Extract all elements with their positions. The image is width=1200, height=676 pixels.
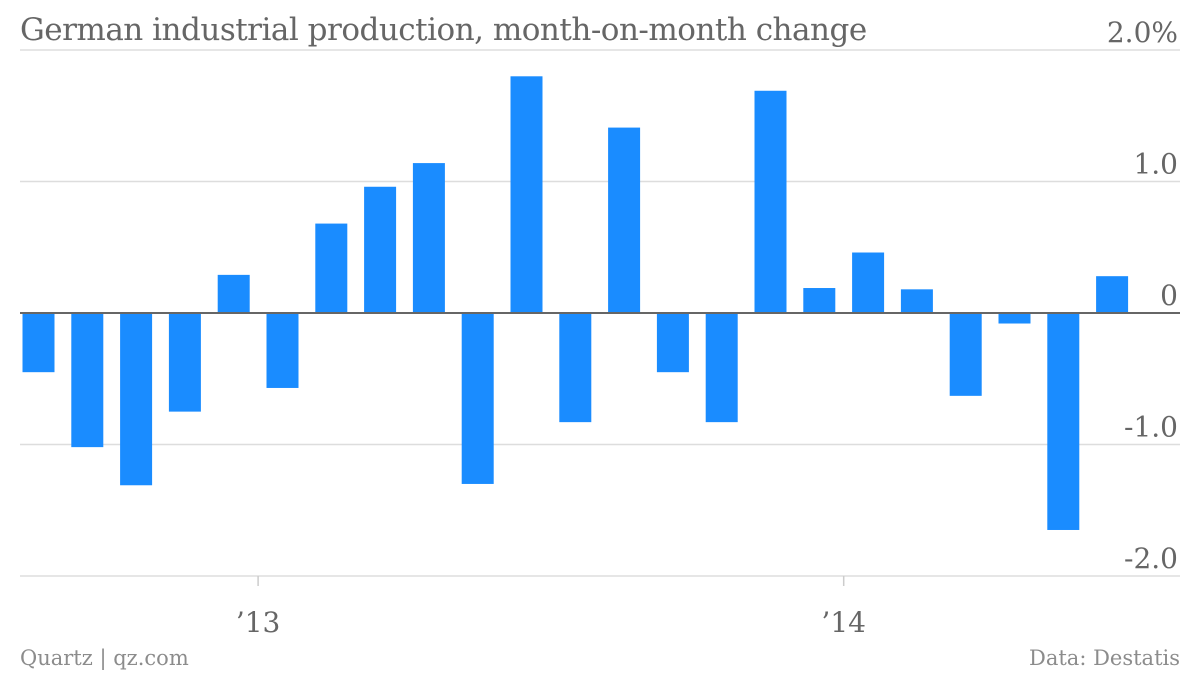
y-tick-label: 0 bbox=[1160, 279, 1178, 312]
bar bbox=[1047, 313, 1080, 530]
y-tick-label: -1.0 bbox=[1124, 411, 1178, 444]
bar bbox=[559, 313, 592, 423]
x-tick-label: ’13 bbox=[236, 606, 281, 639]
bar bbox=[461, 313, 494, 484]
y-tick-label: -2.0 bbox=[1124, 542, 1178, 575]
bar bbox=[22, 313, 55, 373]
bar bbox=[71, 313, 104, 448]
bar bbox=[754, 90, 787, 313]
bars bbox=[22, 76, 1129, 530]
bar bbox=[900, 289, 933, 313]
bar bbox=[315, 223, 348, 313]
x-axis-ticks: ’13 ’14 bbox=[236, 576, 866, 639]
bar bbox=[949, 313, 982, 396]
bar bbox=[852, 252, 885, 313]
bar bbox=[998, 313, 1031, 324]
footer-data-source: Data: Destatis bbox=[1029, 646, 1180, 670]
y-tick-label: 2.0% bbox=[1107, 16, 1178, 49]
bar bbox=[510, 76, 543, 313]
bar bbox=[705, 313, 738, 423]
bar bbox=[217, 274, 250, 313]
bar bbox=[364, 186, 397, 313]
footer-credit: Quartz | qz.com bbox=[20, 646, 189, 670]
x-tick-label: ’14 bbox=[821, 606, 866, 639]
bar bbox=[803, 288, 836, 313]
gridlines bbox=[20, 49, 1180, 577]
bar bbox=[1096, 276, 1129, 313]
bar bbox=[608, 127, 641, 314]
bar bbox=[412, 163, 445, 313]
y-tick-label: 1.0 bbox=[1133, 148, 1178, 181]
y-axis-ticks: 2.0% 1.0 0 -1.0 -2.0 bbox=[1107, 16, 1178, 575]
chart-title: German industrial production, month-on-m… bbox=[20, 12, 867, 48]
bar bbox=[168, 313, 201, 412]
bar bbox=[656, 313, 689, 373]
bar bbox=[120, 313, 153, 486]
bar bbox=[266, 313, 299, 388]
